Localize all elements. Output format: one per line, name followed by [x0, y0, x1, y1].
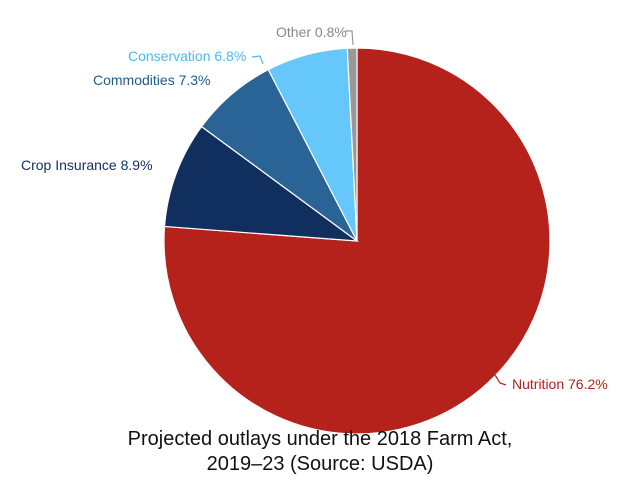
chart-caption: Projected outlays under the 2018 Farm Ac… — [0, 427, 640, 477]
slice-label-crop-insurance: Crop Insurance 8.9% — [21, 157, 153, 173]
label-leader-lines — [251, 30, 507, 386]
slice-label-other: Other 0.8% — [276, 24, 347, 40]
slice-label-conservation: Conservation 6.8% — [128, 48, 246, 64]
slice-label-commodities: Commodities 7.3% — [93, 72, 211, 88]
pie-slices — [163, 47, 551, 435]
pie-slice-other — [346, 47, 358, 242]
pie-slice-crop-insurance — [163, 125, 360, 242]
chart-title-line-1: Projected outlays under the 2018 Farm Ac… — [127, 428, 513, 450]
leader-other — [345, 30, 354, 46]
slice-label-nutrition: Nutrition 76.2% — [512, 376, 608, 392]
leader-nutrition — [494, 374, 507, 386]
leader-conservation — [251, 55, 264, 65]
chart-title-line-2: 2019–23 (Source: USDA) — [206, 453, 434, 475]
